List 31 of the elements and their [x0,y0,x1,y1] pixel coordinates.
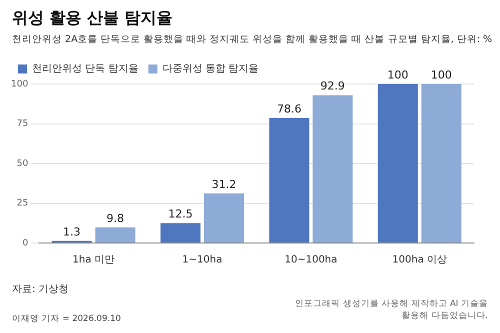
bar [312,95,353,242]
text: 자료: 기상청 [12,283,69,296]
bar [160,223,200,242]
data-label: 78.6 [276,102,302,116]
x-tick-label: 10~100ha [284,254,338,266]
x-tick-label: 1~10ha [182,254,222,266]
bar [204,193,244,242]
text: 인포그래픽 생성기를 사용해 제작하고 AI 기술을 활용해 다듬었습니다. [294,298,488,322]
data-label: 100 [430,68,452,82]
data-label: 92.9 [320,80,345,93]
y-tick-label: 0 [22,238,28,248]
x-tick-label: 100ha 이상 [392,254,448,266]
chart-subtitle: 천리안위성 2A호를 단독으로 활용했을 때와 정지궤도 위성을 함께 활용했을 때 산불 규모별 탐지율, 단위: % [12,33,492,46]
data-label: 100 [387,68,408,82]
legend-label: 천리안위성 단독 탐지율 [32,64,138,75]
y-tick-label: 50 [16,158,28,169]
data-label: 31.2 [212,178,236,191]
bar [421,84,462,242]
bar [95,227,136,242]
data-label: 9.8 [106,212,124,225]
x-tick-label: 1ha 미만 [72,254,115,266]
data-label: 1.3 [63,225,81,238]
data-label: 12.5 [168,207,193,220]
text: 이재영 기자 = 2026.09.10 [12,313,121,325]
chart-title: 위성 활용 산불 탐지율 [12,8,173,29]
y-tick-label: 25 [16,198,28,209]
y-tick-label: 100 [10,79,28,90]
y-tick-label: 75 [16,119,28,130]
bar [378,84,418,242]
bar [269,118,310,242]
legend-label: 다중위성 통합 탐지율 [162,64,259,75]
